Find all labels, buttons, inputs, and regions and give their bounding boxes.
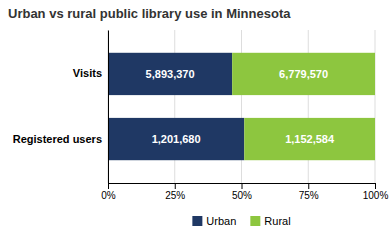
tick-label: 100% — [363, 190, 389, 201]
bar — [232, 53, 375, 95]
tick: 50% — [232, 183, 252, 201]
tick-mark — [375, 183, 376, 189]
tick-mark — [108, 183, 109, 189]
tick-mark — [308, 183, 309, 189]
legend-item: Urban — [192, 215, 236, 227]
data-labels: 5,893,370 1,201,680 6,779,570 1,152,584 — [146, 68, 335, 145]
tick-label: Registered users — [13, 133, 102, 145]
axis-domain — [108, 31, 109, 184]
tick-mark — [242, 183, 243, 189]
data-label: 6,779,570 — [279, 68, 328, 80]
grid — [108, 30, 375, 183]
tick: 100% — [363, 183, 389, 201]
legend-item: Rural — [250, 215, 290, 227]
legend-swatch — [192, 216, 202, 226]
legend-swatch — [250, 216, 260, 226]
tick: 25% — [165, 183, 185, 201]
data-label: 5,893,370 — [146, 68, 195, 80]
bar — [108, 53, 232, 95]
bars — [108, 53, 375, 160]
tick: Registered users — [13, 133, 102, 145]
tick-label: 50% — [232, 190, 252, 201]
tick-label: 0% — [101, 190, 116, 201]
axis-domain — [109, 184, 376, 190]
data-label: 1,152,584 — [285, 133, 335, 145]
legend-label: Rural — [264, 215, 290, 227]
tick-mark — [175, 183, 176, 189]
tick: 0% — [101, 183, 116, 201]
tick-label: Visits — [73, 67, 102, 79]
bar — [108, 118, 244, 160]
title: Urban vs rural public library use in Min… — [8, 6, 291, 21]
chart: Urban vs rural public library use in Min… — [0, 0, 391, 235]
tick: 75% — [299, 183, 319, 201]
data-label: 1,201,680 — [152, 133, 201, 145]
tick-label: 75% — [299, 190, 319, 201]
tick-label: 25% — [165, 190, 185, 201]
y-axis: Visits Registered users — [13, 31, 109, 184]
plot: 5,893,370 1,201,680 6,779,570 1,152,584 0% 25… — [13, 30, 389, 201]
grid-line — [108, 30, 109, 183]
x-axis: 0% 25% 50% 75% 100% — [101, 183, 388, 201]
legend-label: Urban — [206, 215, 236, 227]
tick: Visits — [73, 67, 102, 79]
legend: Urban Rural — [192, 215, 290, 227]
bar — [244, 118, 375, 160]
